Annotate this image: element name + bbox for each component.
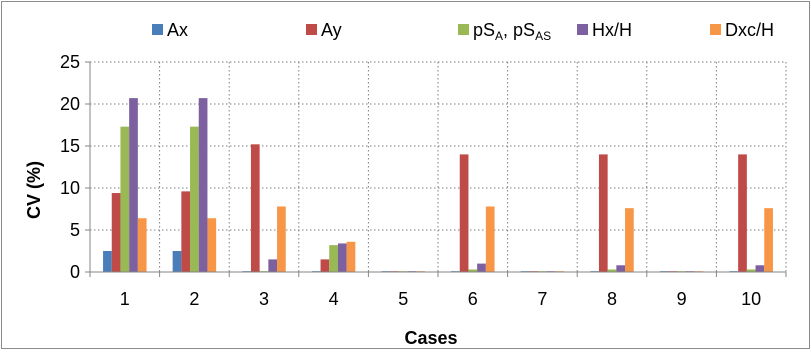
bar-ax-case-2 [172, 251, 182, 272]
bar-ps-a-ps-as-case-8 [607, 269, 617, 272]
bar-hx-h-case-2 [198, 98, 208, 273]
y-tick-label: 0 [70, 262, 80, 282]
bar-ay-case-8 [598, 154, 608, 272]
x-axis-title: Cases [404, 328, 457, 348]
bar-ay-case-1 [111, 193, 121, 272]
legend-swatch-3 [577, 24, 588, 35]
axes [85, 61, 787, 277]
bar-ps-a-ps-as-case-4 [329, 245, 338, 272]
bar-dxc-h-case-10 [764, 208, 773, 272]
y-tick-labels: 0 5 10 15 20 25 [60, 52, 80, 282]
x-tick-label: 1 [120, 289, 130, 309]
legend-label-1: Ay [321, 20, 342, 40]
y-tick-label: 10 [60, 178, 80, 198]
bar-ay-case-10 [738, 154, 747, 272]
legend-label-0: Ax [167, 20, 188, 40]
y-tick-label: 20 [60, 94, 80, 114]
bar-dxc-h-case-1 [137, 218, 147, 272]
x-tick-label: 5 [398, 289, 408, 309]
y-tick-label: 15 [60, 136, 80, 156]
bar-dxc-h-case-4 [346, 241, 356, 272]
bar-hx-h-case-4 [337, 243, 347, 272]
legend-swatch-1 [306, 24, 317, 35]
legend-swatch-4 [710, 24, 721, 35]
legend-swatch-2 [458, 24, 469, 35]
y-axis-title: CV (%) [24, 161, 44, 219]
bar-hx-h-case-6 [477, 263, 486, 272]
x-tick-label: 3 [259, 289, 269, 309]
x-tick-label: 2 [189, 289, 199, 309]
legend-label-2: pSA, pSAS [473, 20, 551, 43]
x-tick-label: 8 [607, 289, 617, 309]
bar-ay-case-2 [181, 191, 191, 272]
x-tick-label: 7 [537, 289, 547, 309]
bar-ay-case-4 [320, 259, 330, 272]
legend-label-3: Hx/H [592, 20, 632, 40]
bar-dxc-h-case-2 [207, 218, 217, 272]
bars [103, 98, 773, 273]
bar-dxc-h-case-8 [625, 208, 634, 272]
bar-ax-case-1 [103, 251, 112, 272]
bar-ay-case-6 [459, 154, 469, 272]
bar-dxc-h-case-3 [277, 206, 286, 272]
x-tick-label: 10 [741, 289, 761, 309]
legend-label-4: Dxc/H [725, 20, 774, 40]
bar-ps-a-ps-as-case-10 [746, 269, 756, 272]
legend-swatch-0 [152, 24, 163, 35]
legend: Ax Ay pSA, pSAS Hx/H Dxc/H [152, 20, 774, 43]
bar-ps-a-ps-as-case-2 [190, 126, 199, 273]
bar-hx-h-case-3 [268, 259, 278, 272]
x-tick-label: 6 [468, 289, 478, 309]
bar-hx-h-case-1 [129, 98, 138, 273]
y-tick-label: 5 [70, 220, 80, 240]
y-tick-label: 25 [60, 52, 80, 72]
bar-dxc-h-case-6 [485, 206, 495, 272]
x-tick-labels: 1 2 3 4 5 6 7 8 9 10 [120, 289, 761, 309]
bar-hx-h-case-8 [616, 265, 626, 272]
bar-ps-a-ps-as-case-6 [468, 269, 478, 272]
bar-ps-a-ps-as-case-1 [120, 126, 130, 273]
x-tick-label: 9 [677, 289, 687, 309]
bar-ay-case-3 [250, 144, 260, 272]
bar-hx-h-case-10 [755, 265, 765, 272]
x-tick-label: 4 [329, 289, 339, 309]
